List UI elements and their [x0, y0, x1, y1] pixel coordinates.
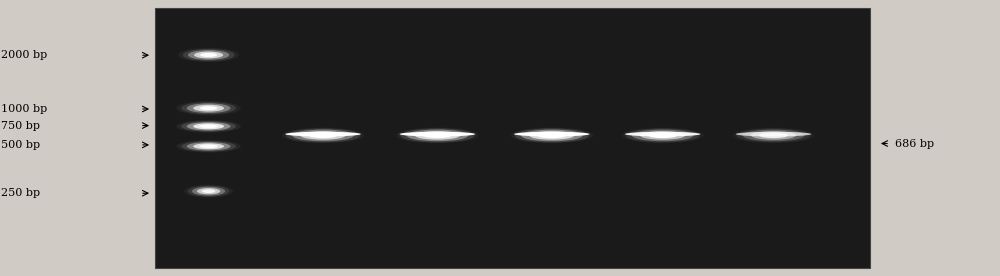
Text: 500 bp: 500 bp	[1, 140, 40, 150]
Text: 3: 3	[548, 9, 556, 22]
Text: 750 bp: 750 bp	[1, 121, 40, 131]
Text: 5: 5	[770, 9, 777, 22]
Text: 1000 bp: 1000 bp	[1, 104, 47, 114]
Text: M: M	[202, 9, 215, 22]
Text: 1: 1	[319, 9, 327, 22]
Text: 4: 4	[659, 9, 667, 22]
Text: 2000 bp: 2000 bp	[1, 50, 47, 60]
Text: 250 bp: 250 bp	[1, 188, 40, 198]
Text: 2: 2	[433, 9, 441, 22]
Text: 686 bp: 686 bp	[895, 139, 934, 148]
